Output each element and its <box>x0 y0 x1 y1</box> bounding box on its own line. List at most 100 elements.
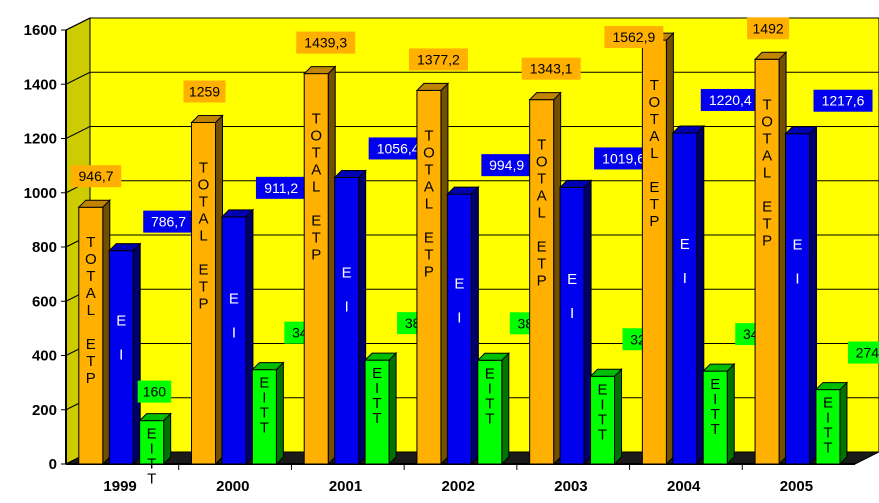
bar-top <box>558 179 593 188</box>
bar-series-name-letter: T <box>147 471 156 488</box>
bar-top <box>333 169 367 178</box>
bar-series-name-letter: E <box>823 395 833 412</box>
bar-front <box>334 176 360 465</box>
bar-series-name-letter: T <box>537 171 546 188</box>
bar-series-name-letter: O <box>423 144 435 161</box>
bar-series-name-letter: T <box>711 406 720 423</box>
data-label: 1562,9 <box>604 26 664 49</box>
x-tick-label: 2000 <box>216 478 249 495</box>
data-label: 274,4 <box>847 341 879 364</box>
data-label-text: 1259 <box>189 83 220 99</box>
y-tick-label: 800 <box>32 239 57 256</box>
bar-side <box>275 361 284 466</box>
bar-series-name-letter: E <box>424 229 434 246</box>
bar-series-name-letter: T <box>199 278 208 295</box>
bar-series-name-letter: E <box>762 198 772 215</box>
bar-top <box>251 362 285 371</box>
bar-series-name-letter: A <box>537 188 547 205</box>
bar-series-name-letter: P <box>424 263 434 280</box>
bar-side <box>614 368 623 466</box>
bar-series-name-letter: T <box>823 440 832 457</box>
bar-series-name-letter: T <box>650 111 659 128</box>
bar-series-name-letter: E <box>567 271 577 288</box>
bar-series-name-letter: L <box>312 179 320 196</box>
bar-series-name-letter: O <box>761 113 773 130</box>
bar-top <box>671 125 706 134</box>
bar-series-name-letter: O <box>85 251 97 268</box>
bar-series-name-letter: I <box>488 380 492 397</box>
gridline-side <box>65 126 91 139</box>
bar-series-name-letter: E <box>454 276 464 293</box>
bar-series-name-letter: O <box>198 176 210 193</box>
bar-series-name-letter: T <box>537 137 546 154</box>
bar-series-name-letter: T <box>86 234 95 251</box>
bar-series-name-letter: T <box>199 159 208 176</box>
bar-series-name-letter: E <box>372 365 382 382</box>
data-label: 1492 <box>747 17 790 40</box>
bar-front <box>785 133 811 465</box>
x-tick-label: 2004 <box>667 478 701 495</box>
data-label-text: 1343,1 <box>530 61 573 77</box>
bar-series-name-letter: T <box>424 246 433 263</box>
data-label: 1056,4 <box>368 137 428 160</box>
bar-front <box>702 370 728 465</box>
bar-top <box>190 114 224 123</box>
bar-side <box>388 351 397 466</box>
bar-top <box>753 51 788 60</box>
bar-series-name-letter: E <box>793 236 803 253</box>
bar-front <box>251 369 277 465</box>
bar-front <box>221 216 247 465</box>
bar-series-name-letter: T <box>373 395 382 412</box>
bar-series-name-letter: E <box>147 426 157 443</box>
data-label: 1343,1 <box>521 57 581 80</box>
bar-top <box>476 352 511 361</box>
bar: EI <box>333 169 367 466</box>
bar-top <box>589 368 623 377</box>
data-label: 160 <box>137 380 172 403</box>
data-label: 1220,4 <box>700 88 760 111</box>
bar-series-name-letter: E <box>342 265 352 282</box>
bar-series-name-letter: L <box>87 302 95 319</box>
gridline-side <box>65 71 91 85</box>
bar-front <box>191 121 217 465</box>
bar-front <box>416 89 442 465</box>
bar-series-name-letter: O <box>310 128 322 145</box>
bar-front <box>139 420 165 465</box>
data-label-bg <box>604 26 664 49</box>
bar: EI <box>108 242 142 466</box>
bar-top <box>303 66 337 75</box>
bar: EI <box>446 185 480 466</box>
bar-series-name-letter: A <box>762 147 772 164</box>
bar-top <box>784 126 818 135</box>
bar-top <box>446 186 480 195</box>
bar-series-name-letter: T <box>312 111 321 128</box>
bar-front <box>641 39 667 465</box>
bar-series-name-letter: E <box>116 312 126 329</box>
bar-series-name-letter: T <box>312 230 321 247</box>
bar-top <box>138 413 172 422</box>
bar: EI <box>671 124 706 466</box>
bar-series-name-letter: T <box>373 410 382 427</box>
data-label: 1377,2 <box>408 48 468 71</box>
x-tick-label: 2005 <box>780 478 813 495</box>
bar-top <box>814 382 849 391</box>
x-tick-label: 1999 <box>103 478 136 495</box>
bar-series-name-letter: I <box>600 396 604 413</box>
x-tick-label: 2002 <box>442 478 475 495</box>
bar-front <box>364 359 390 465</box>
bar-series-name-letter: T <box>598 426 607 443</box>
bar-series-name-letter: T <box>86 353 95 370</box>
bar-series-name-letter: E <box>485 365 495 382</box>
data-label: 1259 <box>183 80 226 103</box>
data-label: 1217,6 <box>813 89 873 112</box>
bar-series-name-letter: A <box>649 128 659 145</box>
data-label-bg <box>368 137 428 160</box>
bar-series-name-letter: E <box>649 179 659 196</box>
